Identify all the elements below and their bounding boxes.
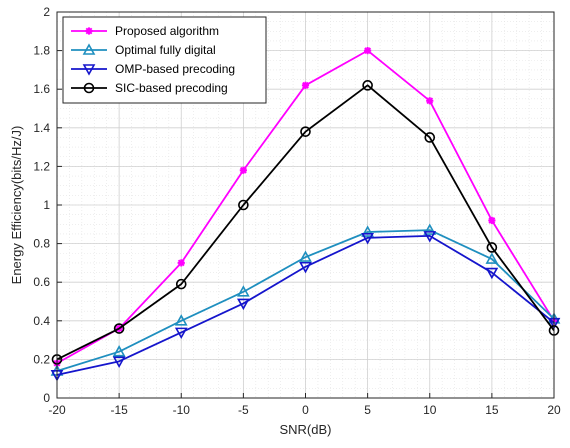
data-point bbox=[486, 242, 498, 253]
x-tick-label: 20 bbox=[547, 403, 561, 417]
legend-marker bbox=[83, 82, 95, 94]
y-tick-label: 1.6 bbox=[33, 82, 50, 96]
x-tick-label: 15 bbox=[485, 403, 499, 417]
x-tick-label: 0 bbox=[302, 403, 309, 417]
data-point bbox=[364, 47, 372, 55]
legend-label: Proposed algorithm bbox=[115, 24, 219, 38]
data-point bbox=[485, 252, 499, 264]
asterisk-stroke bbox=[177, 259, 185, 267]
series-line bbox=[56, 229, 555, 372]
data-point bbox=[423, 231, 437, 243]
data-point bbox=[237, 285, 250, 297]
y-tick-label: 0 bbox=[43, 391, 50, 405]
data-point bbox=[301, 81, 310, 89]
asterisk-stroke bbox=[302, 81, 309, 89]
legend-label: OMP-based precoding bbox=[115, 62, 235, 76]
legend-item: SIC-based precoding bbox=[71, 81, 228, 95]
data-point bbox=[362, 80, 373, 91]
data-point bbox=[174, 327, 188, 340]
asterisk-stroke bbox=[85, 27, 93, 35]
asterisk-stroke bbox=[488, 217, 496, 224]
data-point bbox=[112, 345, 126, 357]
y-tick-label: 0.6 bbox=[33, 275, 50, 289]
y-tick-label: 0.2 bbox=[33, 352, 50, 366]
series-line bbox=[56, 84, 555, 361]
data-point bbox=[113, 323, 125, 334]
asterisk-stroke bbox=[364, 47, 372, 55]
data-point bbox=[361, 233, 374, 245]
y-tick-label: 1 bbox=[43, 198, 50, 212]
data-point bbox=[300, 126, 311, 137]
x-tick-label: -5 bbox=[238, 403, 249, 417]
ticks-layer: -20 -15 -10 -5 0 5 10 15 20 0 0.2 0.4 0.6 0.8 1 1.2 1.4 1… bbox=[33, 5, 561, 417]
data-point bbox=[424, 132, 436, 143]
data-point bbox=[175, 278, 187, 290]
y-tick-label: 0.4 bbox=[33, 314, 50, 328]
y-tick-label: 1.2 bbox=[33, 159, 50, 173]
legend-item: Optimal fully digital bbox=[71, 43, 216, 57]
data-point bbox=[299, 261, 312, 274]
data-point bbox=[177, 259, 185, 267]
data-point bbox=[361, 225, 374, 237]
asterisk-stroke bbox=[426, 97, 434, 105]
asterisk-stroke bbox=[239, 166, 247, 174]
data-point bbox=[423, 223, 437, 235]
y-tick-label: 1.8 bbox=[33, 44, 50, 58]
y-tick-label: 1.4 bbox=[33, 121, 50, 135]
x-tick-label: -20 bbox=[48, 403, 66, 417]
x-tick-label: 10 bbox=[423, 403, 437, 417]
x-tick-label: -15 bbox=[110, 403, 128, 417]
data-point bbox=[174, 314, 188, 326]
data-point bbox=[426, 97, 434, 105]
data-point bbox=[237, 298, 250, 311]
data-point bbox=[238, 199, 249, 211]
y-tick-label: 2 bbox=[43, 5, 50, 19]
data-point bbox=[112, 356, 126, 368]
x-tick-label: 5 bbox=[364, 403, 371, 417]
legend-marker bbox=[82, 43, 96, 55]
x-axis-label: SNR(dB) bbox=[279, 422, 331, 437]
y-axis-label: Energy Efficiency(bits/Hz/J) bbox=[9, 126, 24, 285]
legend-marker bbox=[82, 64, 96, 76]
data-point bbox=[485, 267, 499, 280]
y-tick-label: 0.8 bbox=[33, 237, 50, 251]
data-point bbox=[488, 216, 496, 225]
series-line bbox=[56, 234, 555, 376]
legend-marker bbox=[85, 27, 93, 35]
series-1 bbox=[53, 47, 558, 367]
data-point bbox=[239, 166, 247, 174]
legend-label: SIC-based precoding bbox=[115, 81, 228, 95]
legend-item: Proposed algorithm bbox=[71, 24, 219, 38]
legend-label: Optimal fully digital bbox=[115, 43, 216, 57]
legend-item: OMP-based precoding bbox=[71, 62, 235, 76]
data-point bbox=[299, 250, 312, 262]
legend: Proposed algorithm Optimal fully digital O… bbox=[62, 16, 267, 104]
x-tick-label: -10 bbox=[173, 403, 191, 417]
